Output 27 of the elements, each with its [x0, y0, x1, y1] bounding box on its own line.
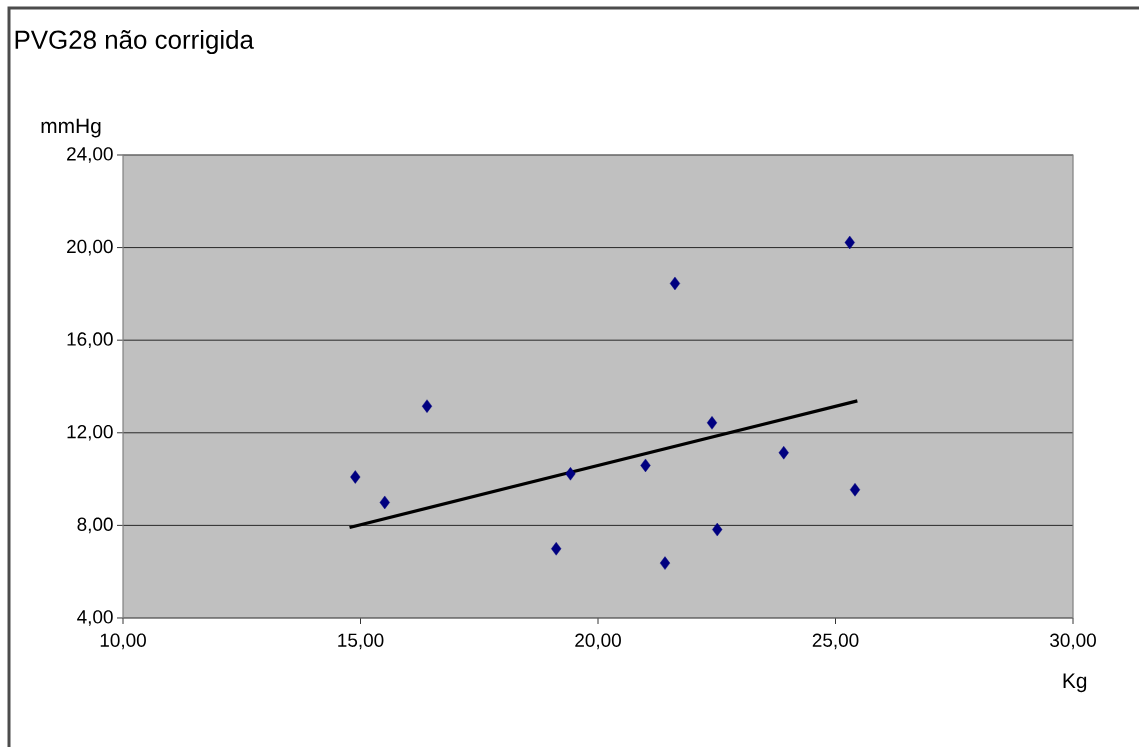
point	[379, 495, 390, 510]
point	[712, 522, 723, 537]
point	[778, 446, 789, 460]
x-tick-label: 30,00	[1050, 633, 1096, 650]
point	[706, 416, 718, 430]
y-tick-label: 8,00	[77, 517, 113, 534]
y-tick-label: 20,00	[67, 239, 113, 256]
x-tick-label: 10,00	[100, 633, 146, 650]
x-tick-label: 25,00	[812, 633, 859, 650]
point	[421, 399, 433, 413]
point	[551, 542, 562, 556]
y-tick-label: 12,00	[67, 424, 113, 441]
point	[669, 276, 681, 291]
y-tick-label: 16,00	[67, 332, 113, 349]
y-tick-label: 4,00	[77, 610, 113, 626]
y-tick-label: 24,00	[67, 147, 113, 163]
point	[640, 458, 651, 473]
point	[849, 483, 861, 497]
point	[350, 470, 361, 484]
point	[659, 556, 671, 570]
point	[565, 467, 576, 481]
x-tick-label: 20,00	[575, 633, 621, 650]
x-tick-label: 15,00	[338, 633, 384, 650]
y-axis-title: mmHg	[41, 118, 101, 138]
x-axis-title: Kg	[1063, 673, 1087, 693]
chart-title: PVG28 não corrigida	[15, 29, 254, 55]
point	[844, 235, 855, 250]
